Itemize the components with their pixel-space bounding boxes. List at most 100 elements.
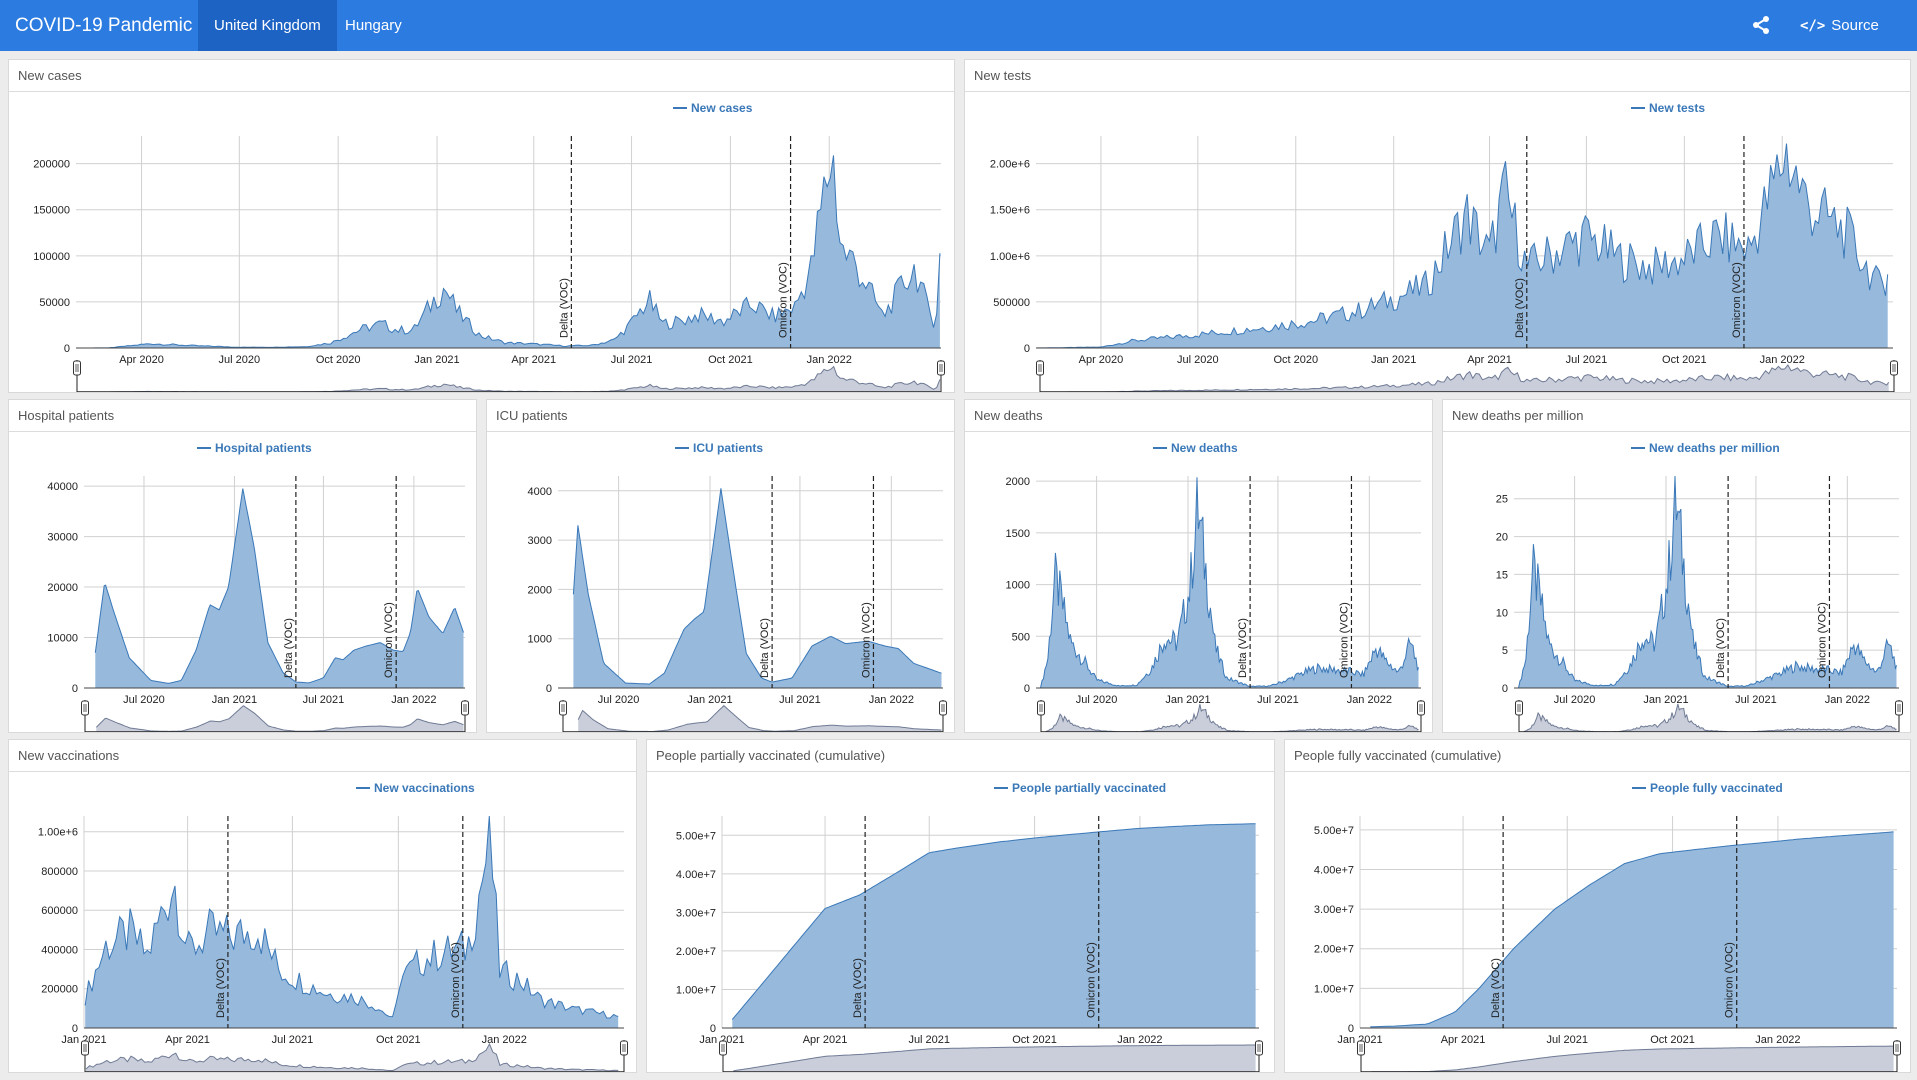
navigator-handle-right[interactable] bbox=[461, 700, 469, 716]
chart-legend: New vaccinations bbox=[356, 781, 475, 795]
navigator-handle-right[interactable] bbox=[937, 360, 945, 376]
range-navigator[interactable] bbox=[1036, 360, 1898, 392]
tab-united-kingdom[interactable]: United Kingdom bbox=[198, 0, 337, 51]
range-navigator[interactable] bbox=[73, 360, 945, 392]
y-tick-label: 10 bbox=[1496, 607, 1508, 619]
legend-label: ICU patients bbox=[693, 441, 763, 455]
panel-title: New tests bbox=[965, 60, 1910, 92]
navigator-handle-right[interactable] bbox=[1890, 360, 1898, 376]
chart-people-partially-vaccinated[interactable]: 0 1.00e+7 2.00e+7 3.00e+7 4.00e+7 5.00e+7 Jan … bbox=[647, 772, 1274, 1072]
y-tick-label: 0 bbox=[1024, 683, 1030, 695]
y-tick-label: 600000 bbox=[41, 905, 78, 917]
chart-hospital-patients[interactable]: 0 10000 20000 30000 40000 Jul 2020 Jan 2021 Jul… bbox=[9, 432, 476, 732]
y-tick-label: 30000 bbox=[47, 532, 78, 544]
x-tick-label: Jul 2021 bbox=[779, 694, 821, 706]
range-navigator[interactable] bbox=[1357, 1040, 1901, 1072]
share-icon bbox=[1753, 16, 1769, 34]
x-tick-label: Oct 2021 bbox=[708, 354, 753, 366]
y-tick-label: 4.00e+7 bbox=[676, 869, 716, 881]
chart-new-deaths[interactable]: 0 500 1000 1500 2000 Jul 2020 Jan 2021 Jul 2021… bbox=[965, 432, 1432, 732]
chart-people-fully-vaccinated[interactable]: 0 1.00e+7 2.00e+7 3.00e+7 4.00e+7 5.00e+7 Jan … bbox=[1285, 772, 1910, 1072]
x-tick-label: Apr 2020 bbox=[119, 354, 164, 366]
app-title[interactable]: COVID-19 Pandemic bbox=[15, 15, 193, 36]
y-tick-label: 5.00e+7 bbox=[676, 830, 716, 842]
legend-label: New tests bbox=[1649, 101, 1705, 115]
navigator-line bbox=[1371, 1045, 1894, 1072]
series-line bbox=[1035, 143, 1889, 349]
chart-new-tests[interactable]: 0 500000 1.00e+6 1.50e+6 2.00e+6 Apr 2020 Jul … bbox=[965, 92, 1910, 392]
y-tick-label: 2.00e+7 bbox=[676, 946, 716, 958]
y-tick-label: 400000 bbox=[41, 944, 78, 956]
range-navigator[interactable] bbox=[81, 700, 469, 732]
navigator-handle-left[interactable] bbox=[1515, 700, 1523, 716]
x-tick-label: Jan 2021 bbox=[1337, 1034, 1382, 1046]
x-tick-label: Jan 2021 bbox=[1643, 694, 1688, 706]
x-tick-label: Jan 2021 bbox=[1165, 694, 1210, 706]
y-tick-label: 500000 bbox=[993, 297, 1030, 309]
x-tick-label: Apr 2021 bbox=[1441, 1034, 1486, 1046]
x-tick-label: Jul 2020 bbox=[1076, 694, 1118, 706]
navigator-handle-left[interactable] bbox=[1036, 360, 1044, 376]
navigator-handle-left[interactable] bbox=[81, 1040, 89, 1056]
chart-legend: New deaths per million bbox=[1631, 441, 1780, 455]
chart-new-cases[interactable]: 0 50000 100000 150000 200000 Apr 2020 Jul 2020… bbox=[9, 92, 954, 392]
y-tick-label: 4000 bbox=[528, 486, 552, 498]
legend-label: New deaths per million bbox=[1649, 441, 1780, 455]
series-line bbox=[76, 155, 941, 349]
navigator-handle-left[interactable] bbox=[559, 700, 567, 716]
range-navigator[interactable] bbox=[719, 1040, 1263, 1072]
event-label: Omicron (VOC) bbox=[1816, 602, 1828, 678]
y-tick-label: 3.00e+7 bbox=[1314, 904, 1354, 916]
range-navigator[interactable] bbox=[559, 700, 947, 732]
plot-area bbox=[1036, 476, 1421, 688]
navigator-handle-right[interactable] bbox=[939, 700, 947, 716]
chart-legend: New cases bbox=[673, 101, 753, 115]
navigator-handle-left[interactable] bbox=[73, 360, 81, 376]
event-label: Delta (VOC) bbox=[1715, 618, 1727, 678]
range-navigator[interactable] bbox=[81, 1040, 628, 1072]
series-area bbox=[1370, 831, 1894, 1028]
navigator-handle-right[interactable] bbox=[1893, 1040, 1901, 1056]
chart-new-deaths-per-million[interactable]: 0 5 10 15 20 25 Jul 2020 Jan 2021 Jul 2021 Jan 20… bbox=[1443, 432, 1910, 732]
event-label: Delta (VOC) bbox=[852, 958, 864, 1018]
navigator-handle-right[interactable] bbox=[1417, 700, 1425, 716]
navigator-handle-left[interactable] bbox=[1037, 700, 1045, 716]
x-tick-label: Jan 2022 bbox=[1347, 694, 1392, 706]
y-tick-label: 800000 bbox=[41, 866, 78, 878]
navigator-handle-right[interactable] bbox=[620, 1040, 628, 1056]
legend-label: Hospital patients bbox=[215, 441, 312, 455]
navigator-handle-left[interactable] bbox=[81, 700, 89, 716]
navigator-handle-left[interactable] bbox=[719, 1040, 727, 1056]
y-tick-label: 3.00e+7 bbox=[676, 907, 716, 919]
y-tick-label: 2.00e+7 bbox=[1314, 944, 1354, 956]
navigator-line bbox=[1045, 704, 1419, 732]
event-label: Omicron (VOC) bbox=[860, 602, 872, 678]
event-label: Delta (VOC) bbox=[558, 278, 570, 338]
y-tick-label: 0 bbox=[1502, 683, 1508, 695]
navigator-handle-left[interactable] bbox=[1357, 1040, 1365, 1056]
x-tick-label: Jan 2022 bbox=[391, 694, 436, 706]
tab-hungary[interactable]: Hungary bbox=[345, 17, 402, 34]
panel-new-cases: New cases 0 50000 100000 150000 200000 Apr 20… bbox=[8, 59, 955, 393]
source-code-link[interactable]: </>Source Code bbox=[1800, 0, 1910, 86]
chart-new-vaccinations[interactable]: 0 200000 400000 600000 800000 1.00e+6 Jan 2021… bbox=[9, 772, 636, 1072]
share-button[interactable] bbox=[1751, 14, 1773, 36]
x-tick-label: Jan 2021 bbox=[61, 1034, 106, 1046]
legend-label: New cases bbox=[691, 101, 753, 115]
range-navigator[interactable] bbox=[1037, 700, 1425, 732]
navigator-handle-right[interactable] bbox=[1255, 1040, 1263, 1056]
x-tick-label: Jan 2021 bbox=[414, 354, 459, 366]
y-tick-label: 1.50e+6 bbox=[990, 205, 1030, 217]
series-line bbox=[1518, 475, 1897, 689]
navigator-handle-right[interactable] bbox=[1895, 700, 1903, 716]
y-tick-label: 0 bbox=[72, 683, 78, 695]
event-label: Omicron (VOC) bbox=[778, 262, 790, 338]
navigator-line bbox=[95, 705, 464, 732]
range-navigator[interactable] bbox=[1515, 700, 1903, 732]
panel-title: People fully vaccinated (cumulative) bbox=[1285, 740, 1910, 772]
panel-title: New deaths per million bbox=[1443, 400, 1910, 432]
y-tick-label: 0 bbox=[1348, 1023, 1354, 1035]
y-tick-label: 20 bbox=[1496, 532, 1508, 544]
chart-legend: New tests bbox=[1631, 101, 1705, 115]
chart-icu-patients[interactable]: 0 1000 2000 3000 4000 Jul 2020 Jan 2021 Jul 202… bbox=[487, 432, 954, 732]
